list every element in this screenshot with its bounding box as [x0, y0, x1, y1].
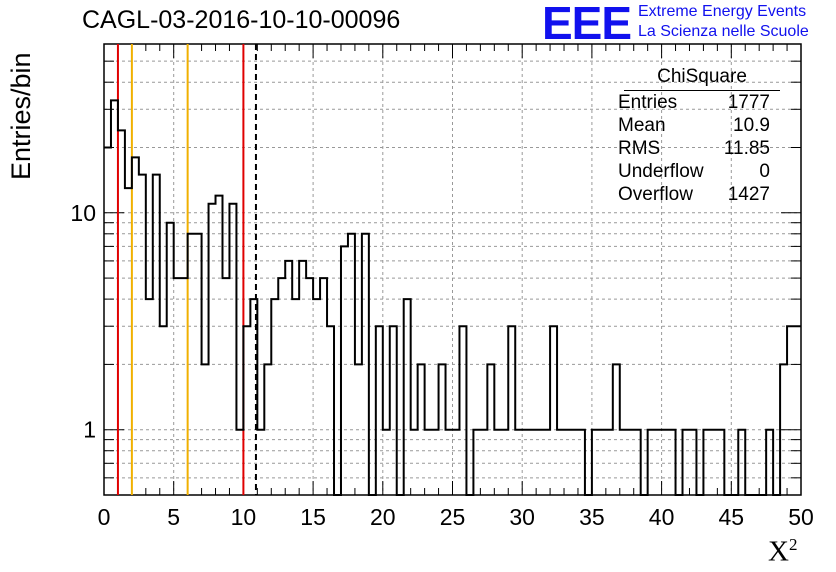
- stats-value: 11.85: [723, 138, 770, 159]
- stats-label: Entries: [618, 92, 678, 113]
- histogram-bin: [104, 147, 111, 495]
- stats-row: Entries 1777: [610, 91, 806, 114]
- stats-row: Mean 10.9: [610, 114, 806, 137]
- stats-label: Underflow: [618, 161, 704, 182]
- histogram-bin: [508, 326, 515, 495]
- histogram-bin: [299, 261, 306, 495]
- histogram-bin: [550, 326, 557, 495]
- stats-box: ChiSquare Entries 1777 Mean 10.9 RMS 11.85 …: [610, 66, 806, 206]
- stats-row: Overflow 1427: [610, 183, 806, 206]
- histogram-bin: [341, 246, 348, 495]
- histogram-bin: [209, 204, 216, 495]
- stats-label: Mean: [618, 115, 666, 136]
- histogram-bin: [327, 326, 334, 495]
- x-tick-label: 5: [167, 504, 180, 530]
- histogram-bin: [111, 100, 118, 495]
- x-axis-label-superscript: 2: [788, 535, 798, 554]
- stats-label: RMS: [618, 138, 661, 159]
- logo-line-2: La Scienza nelle Scuole: [638, 23, 809, 40]
- stats-row: Underflow 0: [610, 160, 806, 183]
- histogram-bin: [243, 326, 250, 495]
- histogram-bin: [459, 326, 466, 495]
- histogram-bin: [794, 326, 801, 495]
- histogram-bin: [181, 278, 188, 495]
- histogram-bin: [787, 326, 794, 495]
- stats-value: 1427: [727, 184, 770, 205]
- histogram-bin: [278, 278, 285, 495]
- stats-value: 10.9: [733, 115, 770, 136]
- x-tick-label: 25: [440, 504, 466, 530]
- stats-row: RMS 11.85: [610, 137, 806, 160]
- histogram-bin: [404, 299, 411, 495]
- stats-value: 0: [759, 161, 770, 182]
- histogram-bin: [320, 278, 327, 495]
- logo-mark: EEE: [542, 0, 632, 49]
- histogram-bin: [229, 204, 236, 495]
- x-tick-label: 40: [649, 504, 675, 530]
- x-tick-label: 15: [300, 504, 326, 530]
- histogram-bin: [167, 223, 174, 495]
- x-tick-label: 20: [370, 504, 396, 530]
- histogram-bin: [118, 130, 125, 495]
- x-tick-label: 45: [719, 504, 745, 530]
- histogram-bin: [222, 278, 229, 495]
- x-axis-label: X2: [768, 535, 797, 569]
- run-title: CAGL-03-2016-10-10-00096: [82, 6, 401, 34]
- histogram-bin: [285, 261, 292, 495]
- stats-value: 1777: [727, 92, 770, 113]
- x-tick-label: 35: [579, 504, 605, 530]
- stats-title: ChiSquare: [624, 66, 780, 91]
- histogram-outline: [104, 99, 801, 496]
- x-tick-label: 0: [98, 504, 111, 530]
- y-tick-label: 10: [70, 200, 96, 226]
- histogram-bin: [292, 299, 299, 495]
- histogram-bin: [313, 299, 320, 495]
- x-axis-label-text: X: [768, 535, 789, 568]
- histogram-bin: [271, 299, 278, 495]
- logo-line-1: Extreme Energy Events: [638, 3, 807, 20]
- histogram-bin: [146, 299, 153, 495]
- histogram-bin: [216, 196, 223, 495]
- x-tick-label: 50: [788, 504, 814, 530]
- stats-label: Overflow: [618, 184, 693, 205]
- y-axis-label: Entries/bin: [6, 52, 36, 180]
- histogram-bin: [160, 326, 167, 495]
- x-tick-label: 30: [509, 504, 535, 530]
- histogram-bin: [306, 278, 313, 495]
- x-tick-label: 10: [231, 504, 257, 530]
- histogram-bin: [174, 278, 181, 495]
- histogram-bin: [390, 326, 397, 495]
- y-tick-label: 1: [83, 417, 96, 443]
- histogram-bin: [376, 326, 383, 495]
